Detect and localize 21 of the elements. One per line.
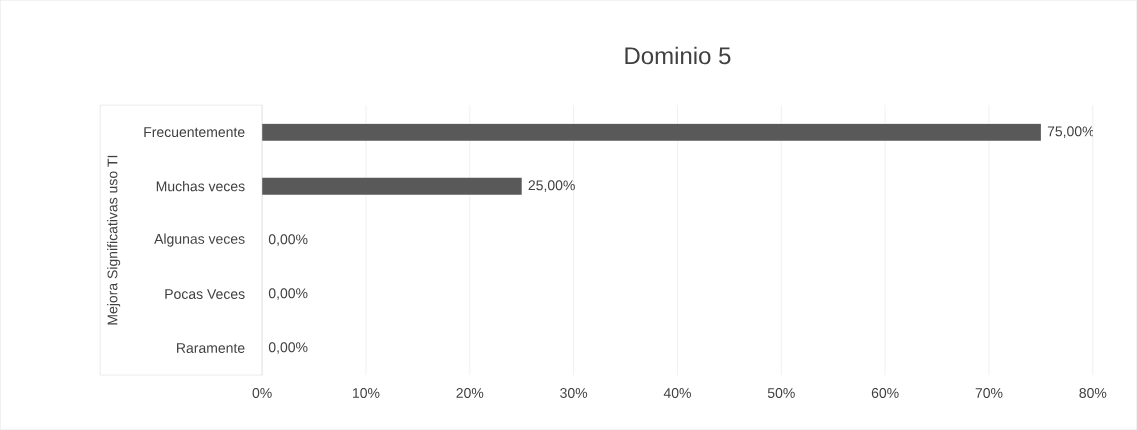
x-tick-label: 0% (252, 387, 272, 398)
y-axis-title: Mejora Significativas uso TI (107, 155, 121, 325)
chart-title: Dominio 5 (625, 46, 731, 65)
x-tick-label: 80% (1079, 387, 1107, 398)
data-label: 0,00% (268, 288, 308, 300)
y-tick-label: Pocas Veces (165, 289, 245, 299)
y-tick-label: Muchas veces (156, 180, 245, 192)
data-label: 25,00% (528, 180, 575, 192)
data-label: 0,00% (268, 342, 308, 354)
x-tick-label: 20% (456, 387, 484, 398)
x-tick-label: 50% (767, 387, 795, 398)
y-tick-label: Raramente (177, 343, 245, 353)
x-tick-label: 40% (663, 387, 691, 398)
x-tick-label: 70% (975, 387, 1003, 398)
x-tick-label: 60% (871, 387, 899, 398)
x-tick-label: 30% (560, 387, 588, 398)
y-tick-label: Algunas veces (154, 233, 245, 247)
data-label: 75,00% (1047, 126, 1095, 138)
y-tick-label: Frecuentemente (144, 127, 245, 137)
data-label: 0,00% (268, 234, 308, 246)
x-tick-label: 10% (353, 387, 380, 398)
